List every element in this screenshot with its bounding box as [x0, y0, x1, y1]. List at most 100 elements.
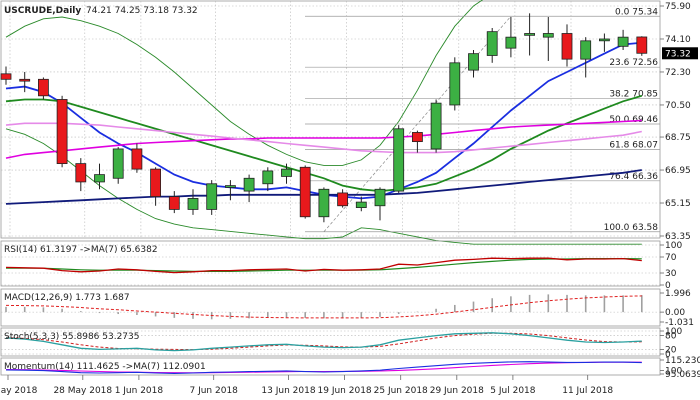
candle-body [19, 78, 31, 82]
price-axis-tick-label: 70.50 [665, 101, 691, 111]
candlestick [468, 49, 479, 78]
price-axis-tick-label: 66.95 [665, 166, 691, 176]
x-axis-label: 7 Jun 2018 [189, 386, 238, 396]
fibonacci-level-label: 23.6 72.56 [609, 58, 658, 68]
momentum-title: Momentum(14) 111.4625 ->MA(7) 112.0901 [4, 362, 206, 372]
candlestick [355, 196, 367, 212]
candle-body [262, 170, 274, 185]
candle-body [0, 73, 12, 80]
candlestick [580, 37, 592, 78]
price-panel: 0.0 75.34 23.6 72.56 38.2 70.85 50.0 69.46 6… [0, 0, 698, 245]
candle-body [524, 33, 535, 36]
rsi-panel: 100 70 30 0 RSI(14) 61.3197 ->MA(7) 65.6382 [0, 240, 682, 291]
candle-body [206, 183, 218, 210]
candlestick [56, 95, 68, 168]
candle-body [449, 62, 461, 106]
stoch-axis-tick-label: 100 [665, 327, 682, 337]
candlestick [0, 66, 12, 85]
price-axis-tick-label: 65.15 [665, 199, 691, 209]
x-axis-label: 25 Jun 2018 [374, 386, 428, 396]
candle-body [224, 185, 236, 188]
fibonacci-level-label: 38.2 70.85 [609, 90, 658, 100]
rsi-axis-tick-label: 100 [665, 241, 682, 251]
candlestick [374, 187, 386, 221]
x-axis-label: 1 Jun 2018 [115, 386, 164, 396]
fibonacci-level-label: 100.0 63.58 [604, 223, 659, 233]
candlestick [206, 180, 218, 215]
candle-body [299, 166, 311, 218]
last-price-label: 73.32 [665, 49, 691, 59]
macd-axis-tick-label: 1.996 [665, 289, 691, 299]
candlestick [524, 13, 535, 56]
price-axis-tick-label: 74.10 [665, 35, 691, 45]
candlestick [168, 191, 180, 214]
momentum-panel: 115.230710095.0639 Momentum(14) 111.4625… [0, 356, 700, 380]
momentum-line [5, 361, 642, 374]
price-axis-tick-label: 63.35 [665, 232, 691, 242]
candle-body [430, 102, 442, 150]
candlestick [224, 180, 236, 201]
ohlc-values: 74.21 74.25 73.18 73.32 [86, 6, 198, 16]
candle-body [374, 188, 386, 207]
price-panel-border [0, 0, 661, 239]
candlestick [561, 24, 573, 67]
candle-body [56, 99, 68, 165]
candle-body [561, 33, 573, 60]
candlestick [430, 99, 442, 153]
candlestick [486, 27, 498, 63]
candle-body [187, 198, 199, 210]
candlestick [337, 189, 349, 208]
candle-body [150, 168, 162, 197]
candle-body [599, 38, 610, 42]
moving-average-line-ma-pink [5, 122, 642, 154]
price-axis-tick-label: 68.75 [665, 133, 691, 143]
candlestick [243, 174, 255, 203]
candle-body [617, 36, 629, 47]
rsi-axis-tick-label: 0 [665, 281, 671, 291]
rsi-line [5, 257, 642, 274]
candlestick [617, 29, 629, 50]
candlestick [38, 77, 49, 100]
stoch-axis-tick-label: 20 [665, 345, 677, 355]
candlestick [411, 130, 423, 153]
rsi-title: RSI(14) 61.3197 ->MA(7) 65.6382 [4, 245, 158, 255]
fibonacci-level-label: 0.0 75.34 [615, 7, 658, 17]
x-axis-label: 28 May 2018 [53, 386, 112, 396]
fibonacci-level-label: 50.0 69.46 [609, 115, 658, 125]
moving-average-line-ma-green [5, 94, 643, 193]
candle-body [337, 192, 349, 207]
candle-body [468, 53, 479, 71]
candlestick [131, 143, 143, 173]
candle-body [38, 78, 49, 97]
candle-body [243, 177, 255, 192]
candle-body [505, 36, 517, 49]
symbol-label: USCRUDE,Daily [4, 6, 81, 16]
candle-body [580, 40, 592, 60]
last-price-tag: 73.32 [662, 47, 698, 60]
rsi-axis-tick-label: 70 [665, 253, 677, 263]
candlestick [599, 33, 610, 52]
candle-body [636, 36, 648, 54]
stoch-k-line [5, 332, 642, 352]
candle-body [131, 148, 143, 170]
candle-body [355, 201, 367, 208]
stoch-panel-border [0, 327, 661, 357]
stoch-d-line [5, 332, 642, 351]
x-axis-label: 22 May 2018 [0, 386, 38, 396]
candlestick [187, 189, 199, 215]
bollinger-upper-line [5, 0, 484, 166]
price-axis-tick-label: 75.90 [665, 2, 691, 12]
fibonacci-level-label: 76.4 66.36 [609, 172, 658, 182]
x-axis-label: 5 Jul 2018 [490, 386, 535, 396]
rsi-panel-border [0, 240, 661, 287]
stoch-axis-tick-label: 0 [665, 350, 671, 360]
rsi-axis-tick-label: 30 [665, 269, 677, 279]
x-axis-label: 29 Jun 2018 [430, 386, 484, 396]
bollinger-lower-line [5, 128, 642, 245]
candlestick [112, 147, 124, 184]
macd-axis-tick-label: 0.00 [665, 308, 685, 318]
fibonacci-trend-line [323, 16, 512, 233]
moving-average-line-ma-magenta [5, 119, 642, 159]
